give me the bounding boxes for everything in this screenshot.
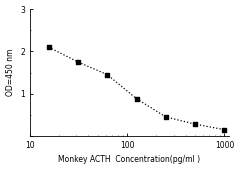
- Y-axis label: OD=450 nm: OD=450 nm: [6, 49, 15, 96]
- Point: [47, 46, 51, 48]
- Point: [76, 61, 80, 63]
- Point: [193, 123, 197, 125]
- Point: [222, 128, 226, 131]
- Point: [105, 73, 109, 76]
- X-axis label: Monkey ACTH  Concentration(pg/ml ): Monkey ACTH Concentration(pg/ml ): [58, 155, 200, 164]
- Point: [164, 116, 168, 118]
- Point: [135, 97, 138, 100]
